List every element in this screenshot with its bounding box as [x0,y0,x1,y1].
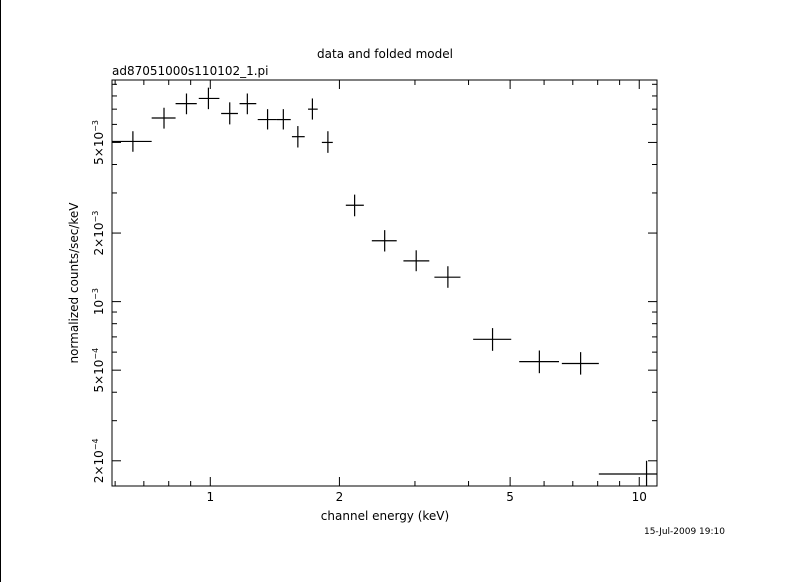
data-point [291,126,305,148]
data-point [371,230,397,252]
x-tick-label: 5 [506,490,514,504]
y-tick-label: 5×10−3 [91,120,106,165]
data-point [473,328,512,351]
data-point [151,107,176,129]
x-tick-label: 10 [632,490,647,504]
data-points [112,87,657,486]
timestamp: 15-Jul-2009 19:10 [644,527,725,537]
window-left-border [0,0,1,582]
data-point [198,87,220,110]
data-point [112,131,152,152]
y-axis-label: normalized counts/sec/keV [67,202,81,364]
data-point [239,93,257,115]
x-tick-label: 1 [206,490,214,504]
y-tick-label: 5×10−4 [91,348,106,393]
data-point [519,350,559,374]
data-point [221,102,238,125]
y-tick-label: 10−3 [91,288,106,315]
file-label: ad87051000s110102_1.pi [112,64,269,78]
plot-title: data and folded model [317,47,453,61]
data-point [308,98,318,120]
data-point [598,460,657,486]
y-tick-label: 2×10−4 [91,438,106,483]
x-axis-label: channel energy (keV) [321,509,449,523]
y-tick-labels: 2×10−4 5×10−4 10−3 2×10−3 5×10−3 [91,120,106,483]
data-point [434,266,461,288]
data-point [257,109,277,130]
data-point [345,194,364,217]
data-point [276,109,291,130]
data-point [403,250,430,272]
data-point [561,352,599,375]
plot-frame [111,79,658,487]
y-tick-label: 2×10−3 [91,211,106,256]
data-point [175,93,197,115]
x-tick-label: 2 [336,490,344,504]
data-point [321,131,333,153]
x-tick-labels: 1 2 5 10 [206,490,646,504]
axis-ticks [112,80,657,486]
